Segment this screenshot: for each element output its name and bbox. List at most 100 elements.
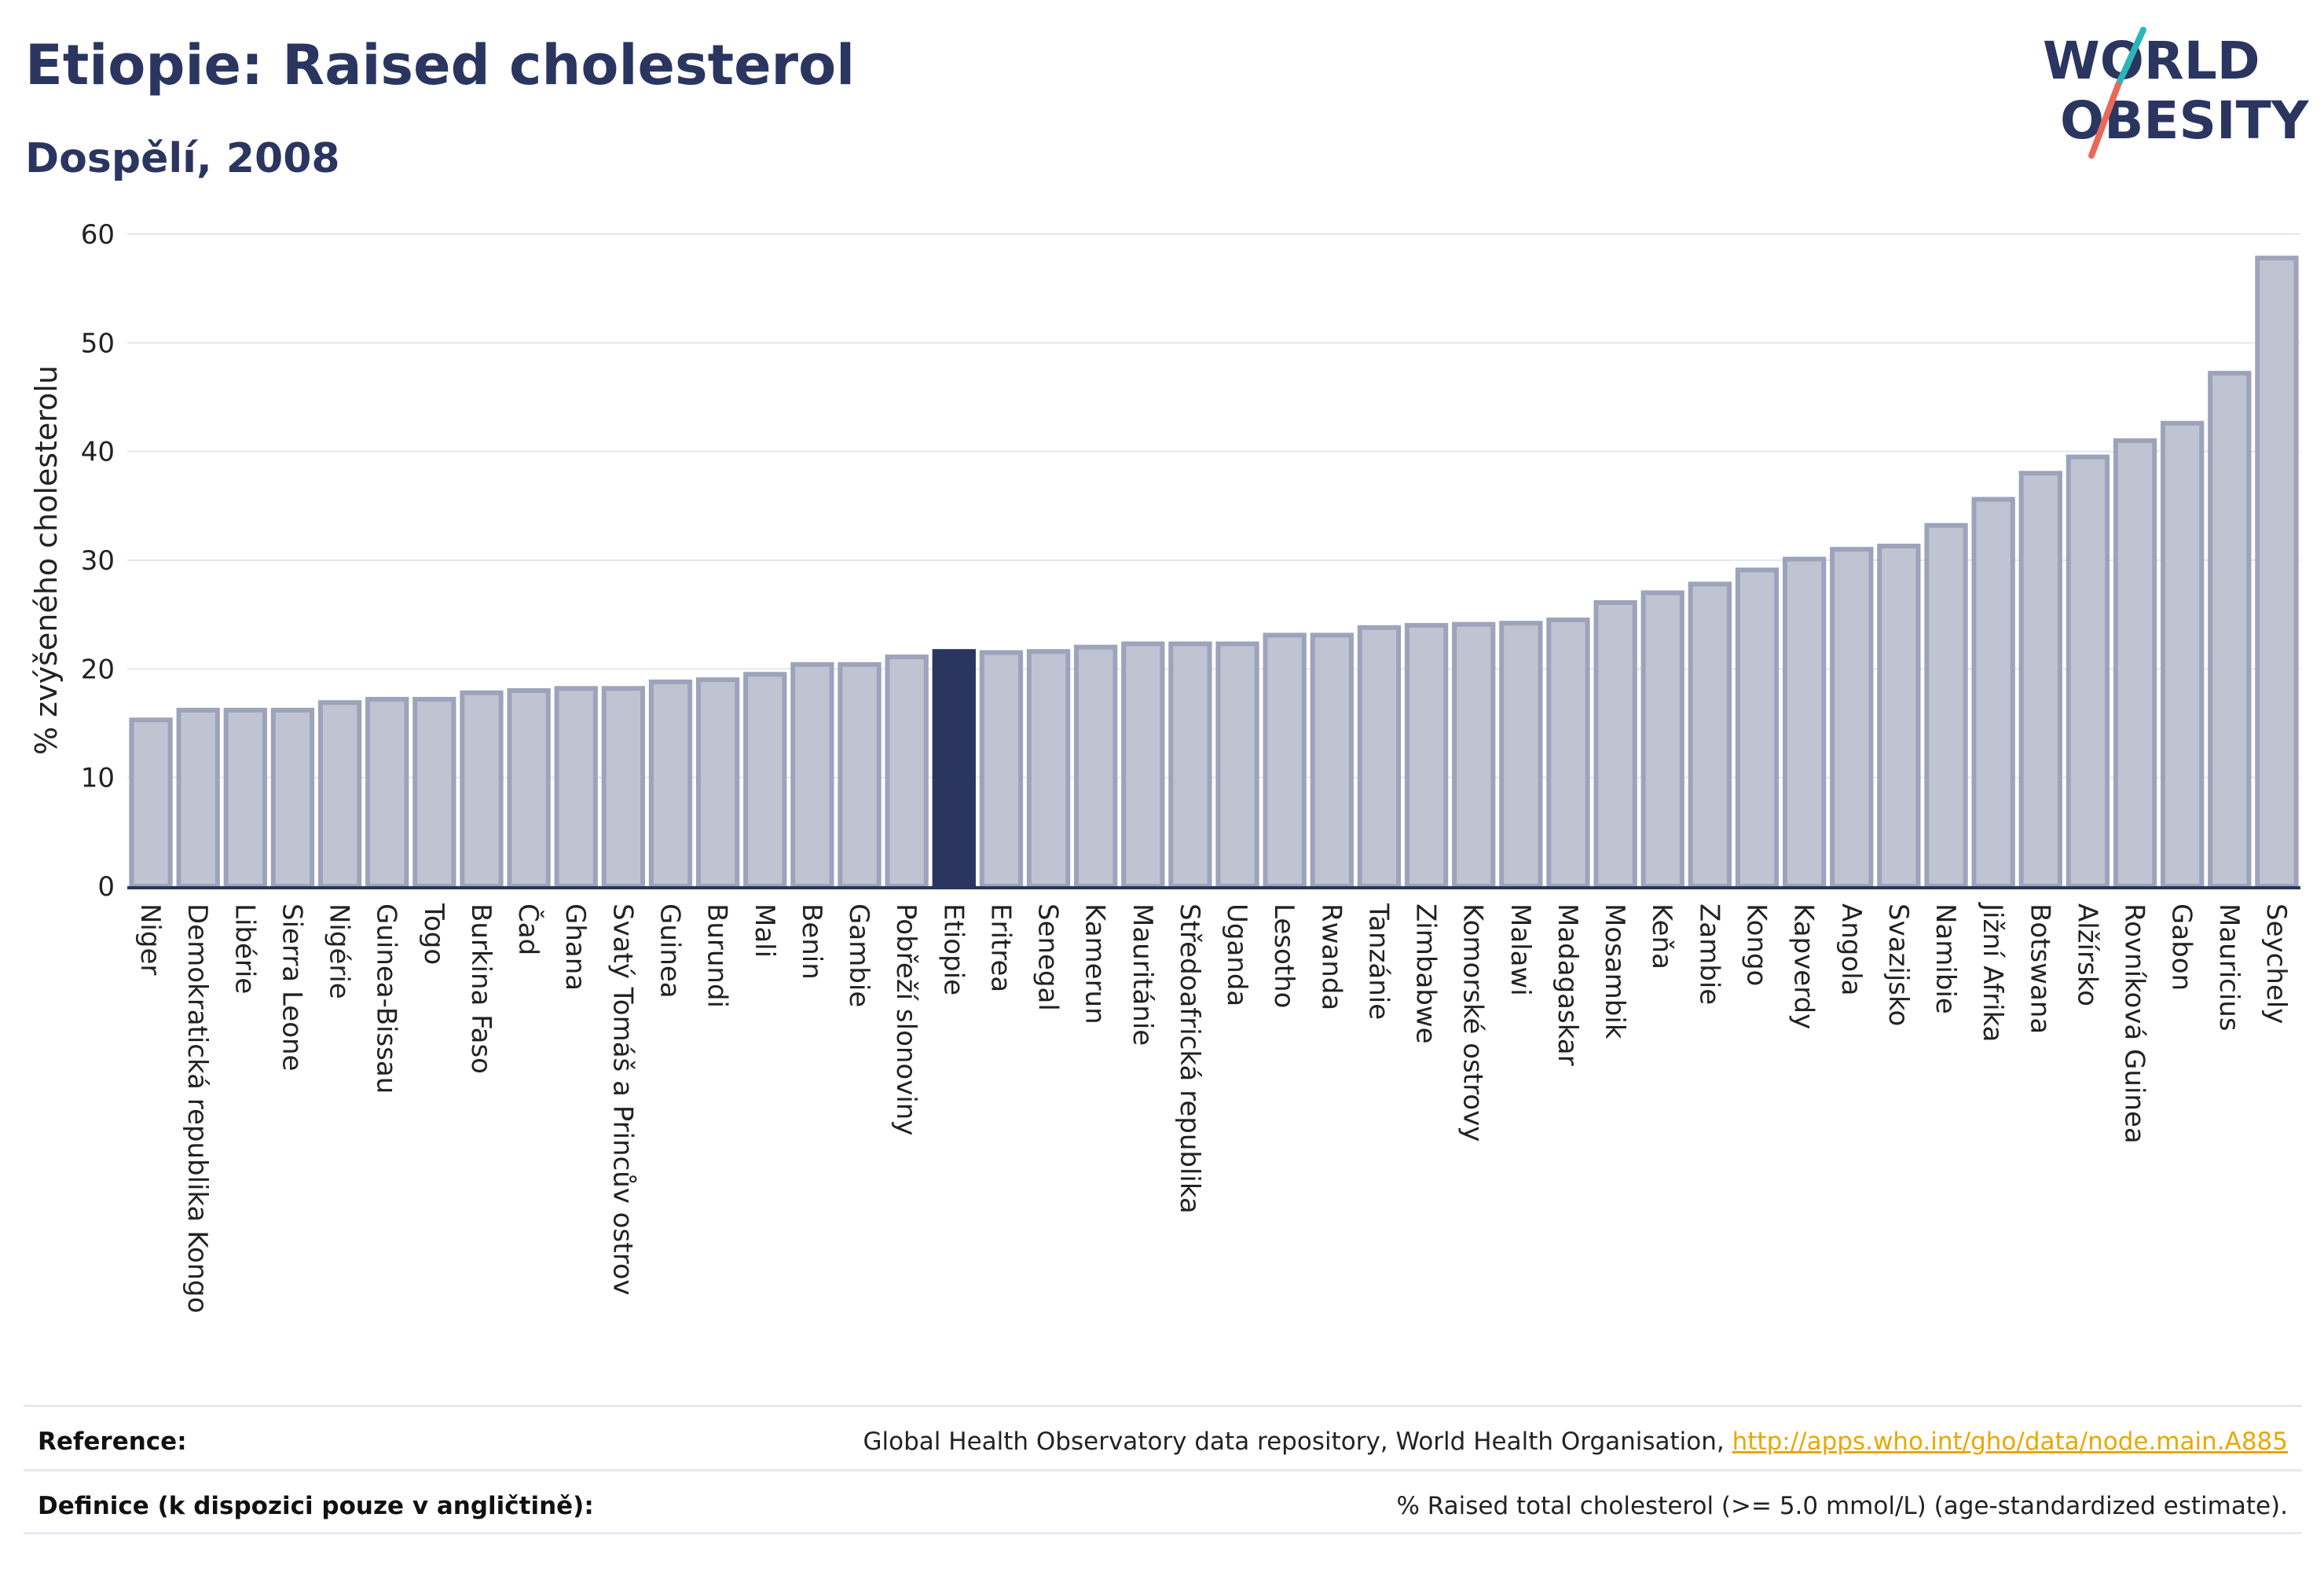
x-tick-label: Čad — [512, 903, 544, 955]
x-tick-label: Mali — [749, 903, 780, 958]
bar — [2018, 471, 2062, 889]
x-tick-label: Seychely — [2260, 903, 2292, 1024]
x-tick-label: Namibie — [1930, 903, 1961, 1014]
x-tick-label: Niger — [134, 903, 166, 975]
x-tick-label: Uganda — [1221, 903, 1252, 1006]
y-axis-label: % zvýšeného cholesterolu — [29, 365, 64, 755]
reference-link[interactable]: http://apps.who.int/gho/data/node.main.A… — [1732, 1428, 2288, 1456]
x-tick-label: Nigérie — [324, 903, 355, 999]
bar — [2066, 454, 2110, 889]
bar — [1310, 632, 1354, 889]
bar — [129, 717, 173, 889]
definition-row: Definice (k dispozici pouze v angličtině… — [24, 1469, 2302, 1536]
bar — [885, 654, 929, 889]
x-tick-label: Keňa — [1646, 903, 1677, 969]
bar — [838, 662, 882, 889]
x-tick-label: Gambie — [843, 903, 874, 1007]
bar — [554, 686, 598, 889]
x-tick-label: Libérie — [229, 903, 260, 994]
y-tick-label: 30 — [81, 545, 115, 577]
x-axis-labels: Niger Demokratická republika Kongo Libérie… — [134, 902, 2292, 1314]
logo-slash-red — [2088, 82, 2121, 159]
x-tick-label: Mauricius — [2213, 903, 2245, 1032]
bar — [1546, 618, 1590, 889]
x-tick-label: Eritrea — [984, 903, 1016, 992]
y-axis-ticks: 0 10 20 30 40 50 60 — [81, 219, 115, 903]
y-tick-label: 50 — [81, 328, 115, 359]
bar — [1924, 522, 1968, 889]
logo-slash-teal — [2115, 27, 2146, 88]
world-obesity-logo: WORLD OBESITY — [2043, 27, 2310, 159]
x-tick-label: Kapverdy — [1788, 903, 1820, 1029]
bar — [695, 677, 740, 889]
bar — [1971, 497, 2015, 889]
x-tick-label: Zimbabwe — [1410, 903, 1442, 1044]
x-tick-label: Ghana — [559, 903, 591, 991]
bar — [1026, 649, 1071, 889]
x-tick-label: Středoafrická republika — [1174, 903, 1205, 1214]
bar — [1735, 567, 1780, 889]
bar — [2161, 420, 2205, 889]
x-tick-label: Gabon — [2166, 903, 2198, 991]
reference-row: Reference: Global Health Observatory dat… — [24, 1405, 2302, 1472]
bar — [1830, 547, 1874, 889]
x-tick-label: Malawi — [1505, 903, 1536, 996]
x-tick-label: Togo — [418, 903, 449, 965]
reference-label: Reference: — [38, 1428, 187, 1456]
x-tick-label: Kongo — [1741, 903, 1772, 986]
bar — [648, 679, 693, 889]
y-tick-label: 40 — [81, 437, 115, 468]
bar — [2208, 371, 2252, 889]
y-tick-label: 10 — [81, 763, 115, 794]
y-tick-label: 0 — [97, 871, 115, 903]
x-tick-label: Guinea-Bissau — [371, 903, 402, 1094]
x-tick-label: Angola — [1835, 903, 1867, 995]
logo-line1: WORLD — [2043, 31, 2260, 91]
x-tick-label: Demokratická republika Kongo — [181, 903, 213, 1314]
bar — [1121, 641, 1165, 889]
x-tick-label: Sierra Leone — [276, 903, 307, 1071]
x-tick-label: Etiopie — [937, 903, 969, 995]
x-tick-label: Komorské ostrovy — [1457, 903, 1489, 1142]
x-tick-label: Rovníková Guinea — [2119, 903, 2150, 1144]
x-tick-label: Senegal — [1032, 903, 1064, 1011]
bar — [1452, 621, 1496, 889]
bar — [1877, 544, 1921, 889]
bar — [979, 650, 1024, 889]
bar — [601, 686, 646, 889]
bar — [176, 707, 220, 889]
x-tick-label: Jižní Afrika — [1977, 902, 2008, 1043]
bar — [1263, 632, 1307, 889]
bar — [412, 697, 456, 889]
x-tick-label: Rwanda — [1315, 903, 1347, 1010]
x-tick-label: Mosambik — [1599, 903, 1630, 1039]
bar — [1357, 625, 1402, 889]
x-tick-label: Alžírsko — [2071, 903, 2102, 1006]
bar — [317, 700, 362, 889]
x-tick-label: Svatý Tomáš a Princův ostrov — [607, 903, 638, 1296]
bars — [129, 255, 2299, 889]
x-tick-label: Zambie — [1693, 903, 1725, 1005]
bar — [507, 688, 551, 889]
x-tick-label: Guinea — [654, 903, 686, 999]
y-tick-label: 20 — [81, 654, 115, 685]
x-tick-label: Kamerun — [1080, 903, 1111, 1024]
reference-text: Global Health Observatory data repositor… — [863, 1428, 1732, 1456]
x-tick-label: Lesotho — [1268, 903, 1299, 1008]
x-tick-label: Burkina Faso — [465, 903, 497, 1074]
bar-chart: 0 10 20 30 40 50 60 Niger Demokratická republik… — [29, 219, 2300, 1314]
bar — [1074, 644, 1118, 889]
bar — [1640, 590, 1684, 889]
bar — [1215, 641, 1259, 889]
page-subtitle: Dospělí, 2008 — [25, 135, 340, 182]
bar — [223, 707, 267, 889]
x-tick-label: Botswana — [2024, 903, 2055, 1034]
x-tick-label: Svazijsko — [1882, 903, 1914, 1026]
x-tick-label: Tanzánie — [1362, 903, 1394, 1020]
definition-value: % Raised total cholesterol (>= 5.0 mmol/… — [1396, 1492, 2288, 1520]
bar — [743, 672, 787, 889]
bar-highlight — [932, 649, 976, 889]
x-tick-label: Pobřeží slonoviny — [890, 903, 922, 1135]
x-tick-label: Benin — [796, 903, 827, 980]
y-tick-label: 60 — [81, 219, 115, 251]
